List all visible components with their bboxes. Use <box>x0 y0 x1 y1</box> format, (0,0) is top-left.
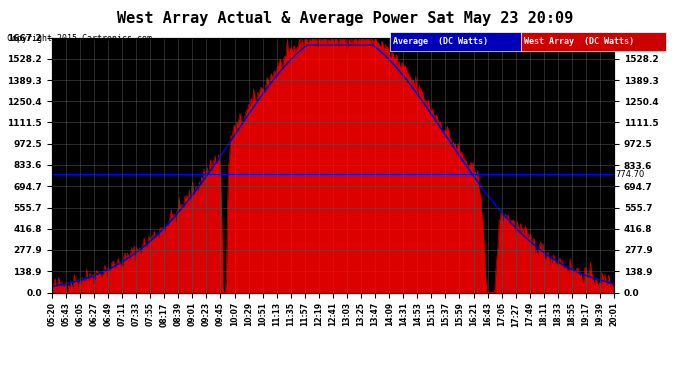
Text: Copyright 2015 Cartronics.com: Copyright 2015 Cartronics.com <box>7 34 152 43</box>
Text: 774.70: 774.70 <box>615 170 644 178</box>
Text: Average  (DC Watts): Average (DC Watts) <box>393 37 489 46</box>
Text: West Array Actual & Average Power Sat May 23 20:09: West Array Actual & Average Power Sat Ma… <box>117 11 573 26</box>
Text: West Array  (DC Watts): West Array (DC Watts) <box>524 37 634 46</box>
